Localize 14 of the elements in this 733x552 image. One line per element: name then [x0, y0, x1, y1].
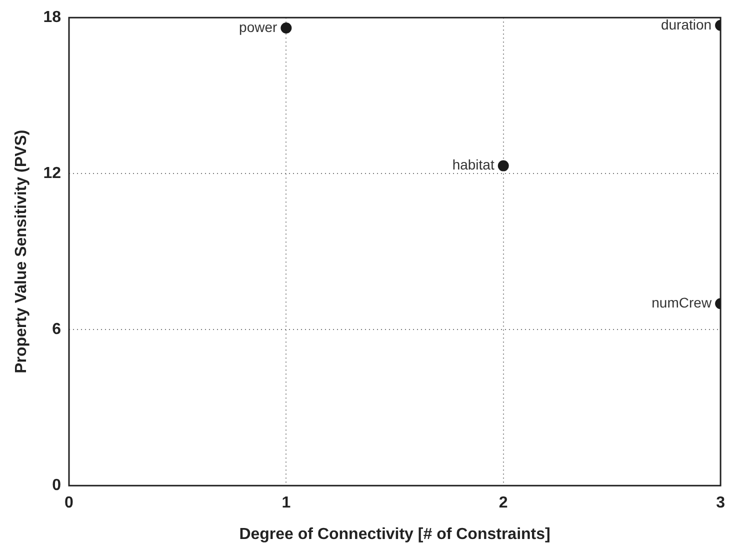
annotation: habitat — [452, 156, 494, 173]
y-axis-title: Property Value Sensitivity (PVS) — [13, 130, 30, 374]
x-tick-label: 1 — [282, 494, 291, 512]
annotation: numCrew — [652, 294, 712, 310]
annotation: power — [239, 18, 278, 35]
y-tick-label: 12 — [43, 165, 62, 182]
annotation: duration — [660, 16, 712, 32]
x-axis-title: Degree of Connectivity [# of Constraints] — [239, 526, 550, 543]
x-tick-label: 0 — [64, 494, 74, 512]
y-tick-label: 18 — [43, 9, 62, 26]
x-tick-label: 3 — [716, 494, 726, 512]
x-tick-label: 2 — [498, 494, 508, 512]
y-tick-label: 6 — [52, 321, 62, 338]
y-tick-label: 0 — [52, 477, 62, 494]
